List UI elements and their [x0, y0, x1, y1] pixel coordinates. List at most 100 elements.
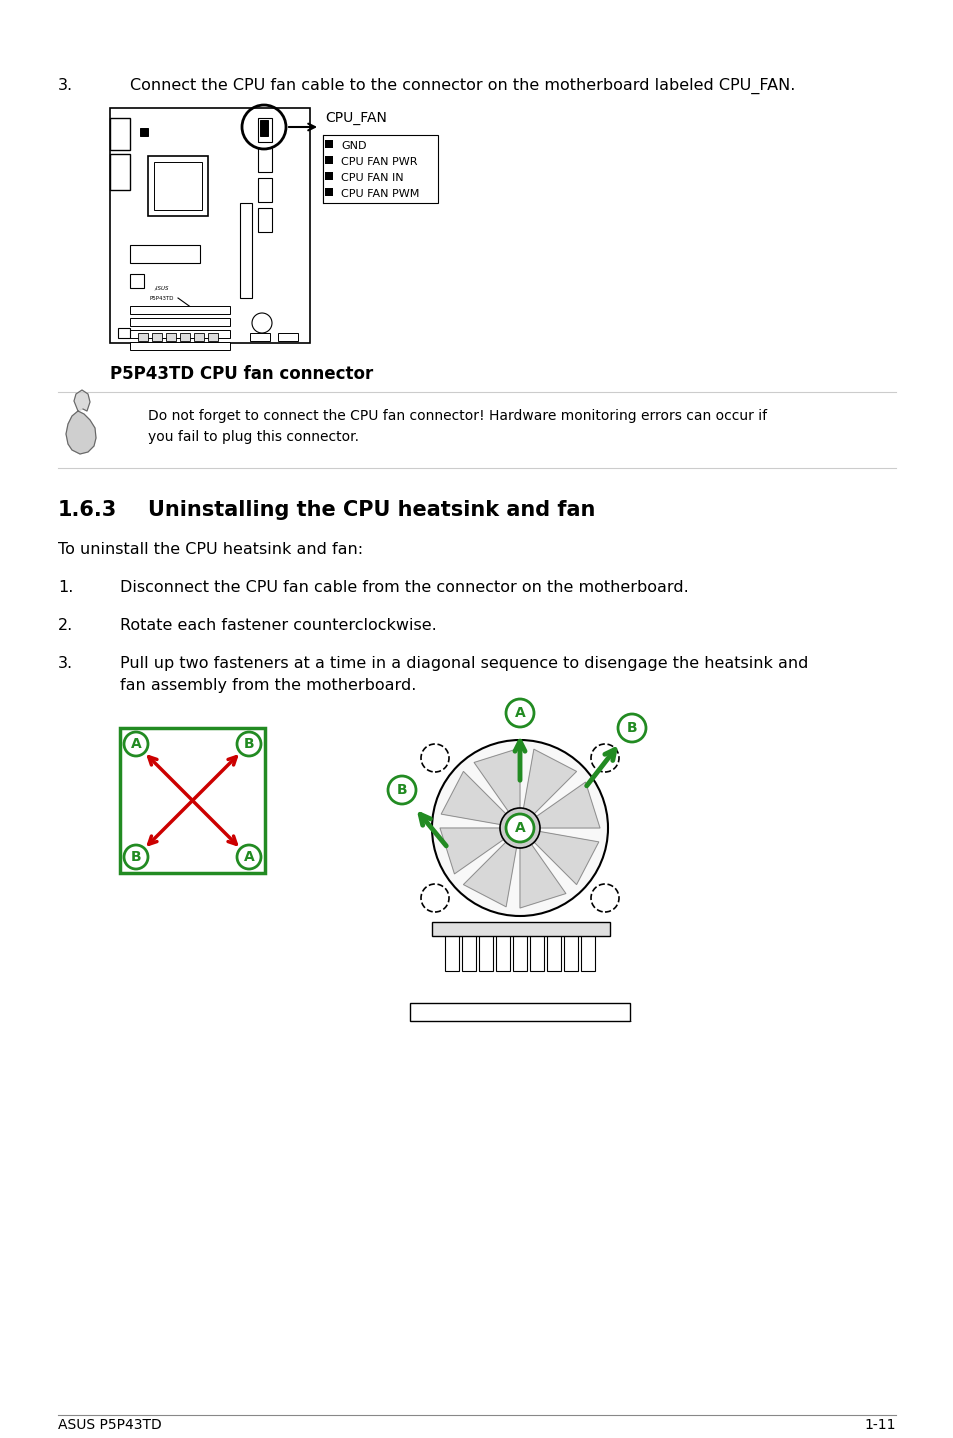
Bar [130, 244, 200, 263]
Circle shape [505, 814, 534, 843]
Bar [180, 334, 190, 341]
Text: 1.6.3: 1.6.3 [58, 500, 117, 521]
Bar [240, 203, 252, 298]
Circle shape [420, 884, 449, 912]
Bar [444, 930, 458, 971]
Bar [513, 930, 526, 971]
Bar [580, 930, 595, 971]
Text: /ISUS: /ISUS [153, 286, 169, 290]
Polygon shape [66, 411, 96, 454]
Bar [153, 162, 202, 210]
Text: Pull up two fasteners at a time in a diagonal sequence to disengage the heatsink: Pull up two fasteners at a time in a dia… [120, 656, 807, 672]
Text: CPU FAN PWR: CPU FAN PWR [340, 157, 417, 167]
Text: CPU FAN PWM: CPU FAN PWM [340, 188, 419, 198]
Polygon shape [440, 771, 505, 824]
Text: GND: GND [340, 141, 366, 151]
Polygon shape [536, 782, 599, 828]
Text: 3.: 3. [58, 656, 73, 672]
Text: P5P43TD: P5P43TD [150, 296, 174, 301]
Text: To uninstall the CPU heatsink and fan:: To uninstall the CPU heatsink and fan: [58, 542, 363, 557]
Bar [260, 119, 268, 137]
Bar [118, 328, 130, 338]
Circle shape [388, 777, 416, 804]
Circle shape [432, 741, 607, 916]
Bar [257, 148, 272, 173]
Bar [563, 930, 578, 971]
Polygon shape [534, 831, 598, 884]
Bar [277, 334, 297, 341]
Bar [546, 930, 560, 971]
Circle shape [124, 846, 148, 869]
Bar [130, 306, 230, 313]
Bar [325, 139, 333, 148]
Bar [461, 930, 476, 971]
Circle shape [420, 743, 449, 772]
Text: fan assembly from the motherboard.: fan assembly from the motherboard. [120, 677, 416, 693]
Text: B: B [243, 738, 254, 751]
Bar [130, 329, 230, 338]
Bar [130, 275, 144, 288]
Bar [250, 334, 270, 341]
Bar [325, 155, 333, 164]
Polygon shape [474, 748, 519, 811]
Circle shape [590, 743, 618, 772]
Bar [120, 728, 265, 873]
Bar [208, 334, 218, 341]
Bar [166, 334, 175, 341]
Text: A: A [243, 850, 254, 864]
Circle shape [618, 715, 645, 742]
Circle shape [505, 699, 534, 728]
Bar [193, 334, 204, 341]
Bar [148, 155, 208, 216]
Bar [152, 334, 162, 341]
Polygon shape [439, 828, 503, 874]
Bar [140, 128, 148, 137]
Bar [325, 188, 333, 196]
Bar [323, 135, 437, 203]
Circle shape [499, 808, 539, 848]
Circle shape [252, 313, 272, 334]
Bar [410, 1002, 629, 1021]
Bar [257, 118, 272, 142]
Circle shape [124, 732, 148, 756]
Text: 2.: 2. [58, 618, 73, 633]
Text: Disconnect the CPU fan cable from the connector on the motherboard.: Disconnect the CPU fan cable from the co… [120, 580, 688, 595]
Text: P5P43TD CPU fan connector: P5P43TD CPU fan connector [110, 365, 373, 383]
Circle shape [236, 732, 261, 756]
Text: CPU_FAN: CPU_FAN [325, 111, 387, 125]
Polygon shape [523, 749, 576, 814]
Text: Uninstalling the CPU heatsink and fan: Uninstalling the CPU heatsink and fan [148, 500, 595, 521]
Bar [110, 108, 310, 344]
Text: A: A [131, 738, 141, 751]
Polygon shape [463, 843, 516, 907]
Bar [110, 154, 130, 190]
Bar [257, 178, 272, 201]
Bar [478, 930, 493, 971]
Bar [130, 342, 230, 349]
Text: B: B [131, 850, 141, 864]
Text: B: B [396, 784, 407, 797]
Text: 1-11: 1-11 [863, 1418, 895, 1432]
Text: B: B [626, 720, 637, 735]
Text: 3.: 3. [58, 78, 73, 93]
Polygon shape [74, 390, 90, 411]
Text: Rotate each fastener counterclockwise.: Rotate each fastener counterclockwise. [120, 618, 436, 633]
Text: Do not forget to connect the CPU fan connector! Hardware monitoring errors can o: Do not forget to connect the CPU fan con… [148, 408, 766, 443]
Text: Connect the CPU fan cable to the connector on the motherboard labeled CPU_FAN.: Connect the CPU fan cable to the connect… [130, 78, 795, 95]
Bar [432, 922, 609, 936]
Text: CPU FAN IN: CPU FAN IN [340, 173, 403, 183]
Bar [110, 118, 130, 150]
Bar [325, 173, 333, 180]
Bar [530, 930, 543, 971]
Text: 1.: 1. [58, 580, 73, 595]
Text: ASUS P5P43TD: ASUS P5P43TD [58, 1418, 162, 1432]
Bar [496, 930, 510, 971]
Bar [138, 334, 148, 341]
Circle shape [236, 846, 261, 869]
Polygon shape [519, 844, 565, 907]
Bar [257, 209, 272, 232]
Circle shape [590, 884, 618, 912]
Text: A: A [514, 706, 525, 720]
Text: A: A [514, 821, 525, 835]
Bar [130, 318, 230, 326]
